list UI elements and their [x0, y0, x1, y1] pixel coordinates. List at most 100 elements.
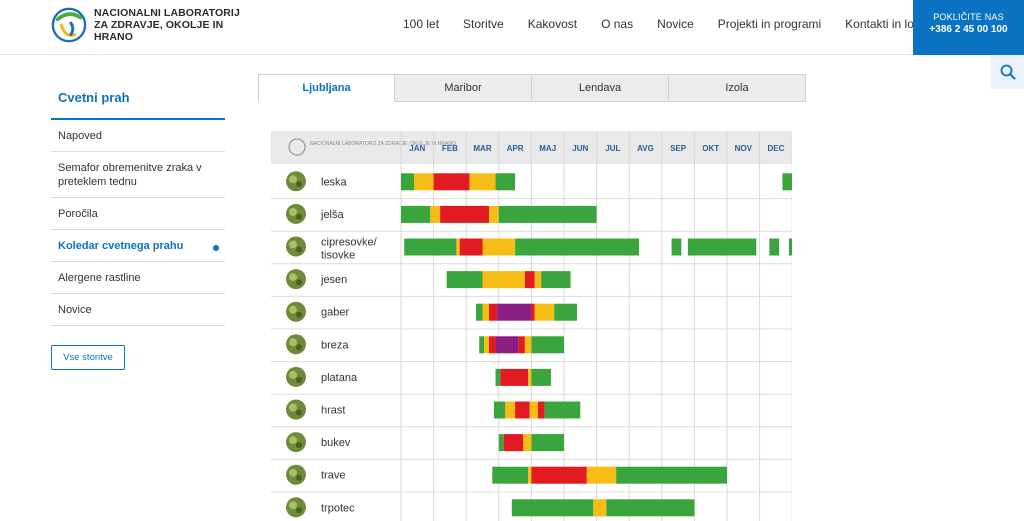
pollen-segment-green [687, 238, 757, 256]
sidebar-item-porocila[interactable]: Poročila [51, 198, 225, 230]
pollen-segment-green [544, 401, 581, 419]
pollen-segment-yellow [524, 336, 532, 354]
pollen-segment-green [495, 173, 516, 191]
pollen-segment-yellow [534, 271, 542, 289]
month-label-jan: JAN [409, 144, 425, 153]
plant-name: gaber [321, 307, 349, 319]
month-label-apr: APR [507, 144, 524, 153]
nav-item-o-nas[interactable]: O nas [601, 17, 634, 31]
site-header: NACIONALNI LABORATORIJ ZA ZDRAVJE, OKOLJ… [0, 0, 1024, 55]
month-label-avg: AVG [637, 144, 654, 153]
logo-icon [51, 7, 87, 43]
pollen-segment-red [531, 466, 587, 484]
platana-plant-icon-detail [296, 376, 302, 383]
search-button[interactable] [991, 55, 1024, 89]
logo-text: NACIONALNI LABORATORIJ ZA ZDRAVJE, OKOLJ… [94, 7, 240, 43]
calendar-logo-text: NACIONALNI LABORATORIJ ZA ZDRAVJE, OKOLJ… [310, 141, 456, 147]
pollen-segment-green [479, 336, 485, 354]
plant-name: hrast [321, 405, 345, 417]
bukev-plant-icon-detail [296, 442, 302, 449]
all-services-button[interactable]: Vse storitve [51, 345, 125, 370]
pollen-segment-red [440, 205, 490, 223]
pollen-segment-red [524, 271, 535, 289]
site-logo[interactable]: NACIONALNI LABORATORIJ ZA ZDRAVJE, OKOLJ… [50, 6, 244, 44]
plant-name-line1: cipresovke/ [321, 237, 378, 249]
tab-ljubljana[interactable]: Ljubljana [258, 74, 395, 102]
tab-maribor[interactable]: Maribor [395, 74, 532, 102]
pollen-segment-green [401, 205, 431, 223]
pollen-segment-red [515, 401, 530, 419]
pollen-segment-yellow [593, 499, 607, 517]
active-indicator-dot [213, 245, 219, 251]
month-label-jun: JUN [572, 144, 588, 153]
search-icon [1000, 64, 1015, 80]
pollen-segment-yellow [456, 238, 460, 256]
month-label-sep: SEP [670, 144, 687, 153]
pollen-segment-yellow [529, 401, 538, 419]
pollen-segment-red [489, 336, 496, 354]
pollen-segment-yellow [528, 466, 532, 484]
sidebar-item-koledar[interactable]: Koledar cvetnega prahu [51, 230, 225, 262]
pollen-segment-green [498, 205, 597, 223]
tab-izola[interactable]: Izola [669, 74, 806, 102]
pollen-segment-green [401, 173, 415, 191]
sidebar-item-novice[interactable]: Novice [51, 294, 225, 326]
call-label: POKLIČITE NAS [933, 12, 1004, 22]
pollen-segment-green [541, 271, 571, 289]
pollen-segment-green [769, 238, 780, 256]
pollen-segment-green [404, 238, 457, 256]
pollen-segment-purple [497, 303, 532, 321]
tab-lendava[interactable]: Lendava [532, 74, 669, 102]
pollen-segment-yellow [469, 173, 496, 191]
month-label-jul: JUL [605, 144, 620, 153]
nav-item-projekti[interactable]: Projekti in programi [717, 17, 822, 31]
pollen-segment-green [788, 238, 792, 256]
pollen-segment-red [459, 238, 483, 256]
plant-name: platana [321, 372, 358, 384]
sidebar-item-label: Koledar cvetnega prahu [58, 240, 184, 252]
location-tabs: Ljubljana Maribor Lendava Izola [258, 74, 806, 102]
sidebar-item-napoved[interactable]: Napoved [51, 120, 225, 152]
sidebar-title: Cvetni prah [51, 80, 225, 120]
leska-plant-icon-detail [289, 175, 297, 184]
pollen-segment-red [518, 336, 525, 354]
sidebar-item-semafor[interactable]: Semafor obremenitve zraka v preteklem te… [51, 152, 225, 198]
calendar-logo-icon [288, 138, 306, 156]
plant-name: trpotec [321, 502, 355, 514]
nav-item-100-let[interactable]: 100 let [403, 17, 440, 31]
call-number: +386 2 45 00 100 [929, 24, 1008, 35]
pollen-segment-yellow [586, 466, 617, 484]
pollen-segment-yellow [505, 401, 516, 419]
gaber-plant-icon-detail [296, 311, 302, 318]
pollen-segment-yellow [430, 205, 441, 223]
pollen-segment-red [489, 303, 498, 321]
pollen-segment-red [500, 368, 529, 386]
pollen-segment-green [446, 271, 483, 289]
pollen-segment-green [498, 434, 504, 452]
plant-name-line2: tisovke [321, 250, 355, 262]
nav-item-storitve[interactable]: Storitve [463, 17, 504, 31]
plant-name: jesen [320, 274, 347, 286]
pollen-segment-purple [495, 336, 519, 354]
month-label-feb: FEB [442, 144, 458, 153]
nav-item-novice[interactable]: Novice [657, 17, 694, 31]
pollen-segment-yellow [489, 205, 499, 223]
pollen-segment-green [554, 303, 578, 321]
nav-item-kakovost[interactable]: Kakovost [527, 17, 578, 31]
pollen-segment-green [492, 466, 529, 484]
pollen-segment-green [671, 238, 682, 256]
sidebar-item-alergene-rastline[interactable]: Alergene rastline [51, 262, 225, 294]
pollen-segment-green [475, 303, 483, 321]
plant-name: leska [321, 176, 348, 188]
pollen-segment-yellow [414, 173, 434, 191]
breza-plant-icon-detail [289, 338, 297, 347]
cipresovke-plant-icon-detail [296, 246, 302, 253]
jesen-plant-icon-detail [289, 273, 297, 282]
cipresovke-plant-icon-detail [289, 240, 297, 249]
bukev-plant-icon-detail [289, 436, 297, 445]
plant-name: breza [321, 339, 349, 351]
month-label-okt: OKT [702, 144, 719, 153]
leska-plant-icon-detail [296, 181, 302, 188]
month-label-maj: MAJ [539, 144, 556, 153]
call-us-button[interactable]: POKLIČITE NAS +386 2 45 00 100 [913, 0, 1024, 55]
